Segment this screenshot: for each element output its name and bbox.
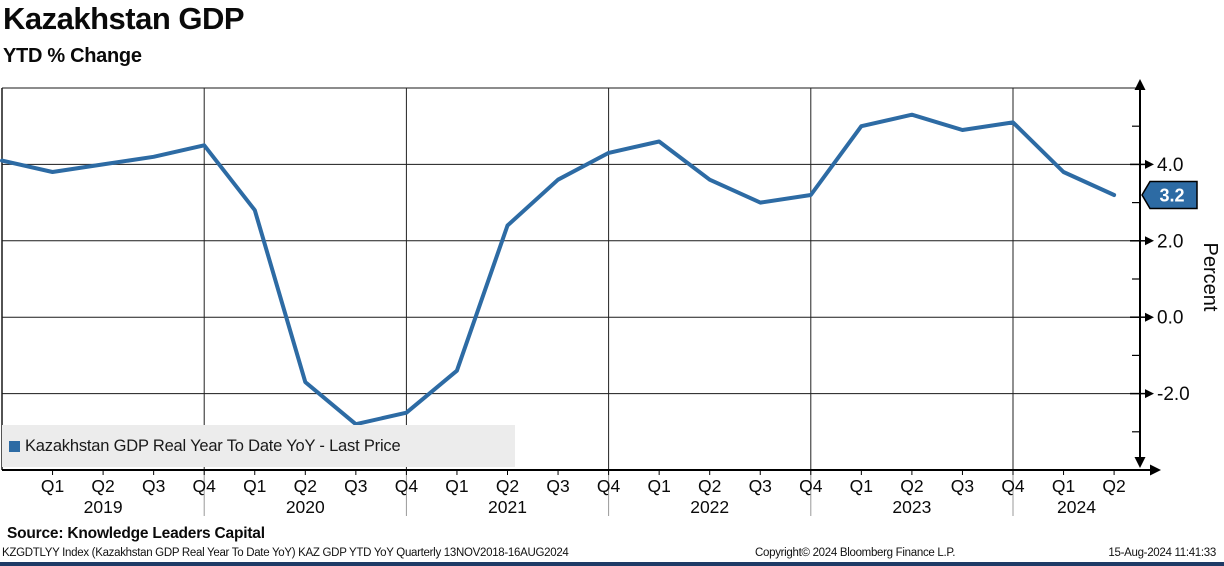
x-tick-label: Q4 bbox=[799, 476, 823, 496]
source-line: Source: Knowledge Leaders Capital bbox=[7, 525, 265, 542]
y-tick-arrow-icon bbox=[1145, 236, 1154, 246]
year-label: 2023 bbox=[892, 497, 931, 517]
x-tick-label: Q1 bbox=[850, 476, 873, 496]
ticker-description: KZGDTLYY Index (Kazakhstan GDP Real Year… bbox=[2, 547, 569, 559]
x-tick-label: Q2 bbox=[698, 476, 721, 496]
y-tick-label: -2.0 bbox=[1157, 384, 1190, 405]
x-axis-arrow-icon bbox=[1150, 464, 1161, 476]
year-label: 2019 bbox=[84, 497, 123, 517]
timestamp: 15-Aug-2024 11:41:33 bbox=[1108, 547, 1216, 559]
last-price-tag-label: 3.2 bbox=[1159, 185, 1184, 205]
x-tick-label: Q1 bbox=[243, 476, 266, 496]
year-label: 2022 bbox=[690, 497, 729, 517]
year-label: 2021 bbox=[488, 497, 527, 517]
x-tick-label: Q4 bbox=[1001, 476, 1025, 496]
x-tick-label: Q4 bbox=[597, 476, 621, 496]
x-tick-label: Q3 bbox=[749, 476, 772, 496]
y-tick-arrow-icon bbox=[1145, 159, 1154, 169]
y-tick-label: 4.0 bbox=[1157, 155, 1183, 176]
year-label: 2024 bbox=[1057, 497, 1096, 517]
legend-label: Kazakhstan GDP Real Year To Date YoY - L… bbox=[25, 436, 401, 455]
x-tick-label: Q3 bbox=[951, 476, 974, 496]
y-tick-label: 2.0 bbox=[1157, 231, 1183, 252]
x-tick-label: Q1 bbox=[41, 476, 64, 496]
percent-axis-label: Percent bbox=[1199, 243, 1221, 312]
legend: Kazakhstan GDP Real Year To Date YoY - L… bbox=[2, 425, 515, 467]
y-axis-bottom-arrow-icon bbox=[1134, 457, 1146, 468]
x-tick-label: Q1 bbox=[1052, 476, 1075, 496]
data-line bbox=[0, 112, 1117, 427]
gdp-line-chart: 4.0 2.0 0.0 -2.0 Q1 Q2 Q3 Q4 Q1 Q2 Q3 Q4 Q1 Q2 Q3 Q4 Q1 Q… bbox=[0, 79, 1221, 517]
x-tick-label: Q3 bbox=[546, 476, 569, 496]
x-tick-label: Q2 bbox=[496, 476, 519, 496]
copyright-notice: Copyright© 2024 Bloomberg Finance L.P. bbox=[755, 547, 956, 559]
x-tick-label: Q4 bbox=[395, 476, 419, 496]
footer: KZGDTLYY Index (Kazakhstan GDP Real Year… bbox=[0, 547, 1224, 562]
y-tick-label: 0.0 bbox=[1157, 308, 1183, 329]
page-title: Kazakhstan GDP bbox=[3, 1, 245, 36]
x-tick-label: Q2 bbox=[1102, 476, 1125, 496]
x-tick-label: Q1 bbox=[647, 476, 670, 496]
page-subtitle: YTD % Change bbox=[3, 45, 142, 67]
legend-marker-icon bbox=[9, 440, 20, 452]
last-price-tag bbox=[1141, 180, 1198, 210]
y-tick-arrow-icon bbox=[1145, 389, 1154, 399]
x-tick-label: Q3 bbox=[142, 476, 165, 496]
x-tick-label: Q2 bbox=[900, 476, 923, 496]
x-tick-label: Q2 bbox=[91, 476, 114, 496]
x-tick-label: Q4 bbox=[193, 476, 217, 496]
y-axis-top-arrow-icon bbox=[1134, 79, 1146, 90]
x-tick-label: Q2 bbox=[294, 476, 317, 496]
bottom-accent-bar bbox=[0, 562, 1224, 566]
y-tick-arrow-icon bbox=[1145, 312, 1154, 322]
x-tick-label: Q3 bbox=[344, 476, 367, 496]
x-tick-label: Q1 bbox=[445, 476, 468, 496]
year-label: 2020 bbox=[286, 497, 325, 517]
